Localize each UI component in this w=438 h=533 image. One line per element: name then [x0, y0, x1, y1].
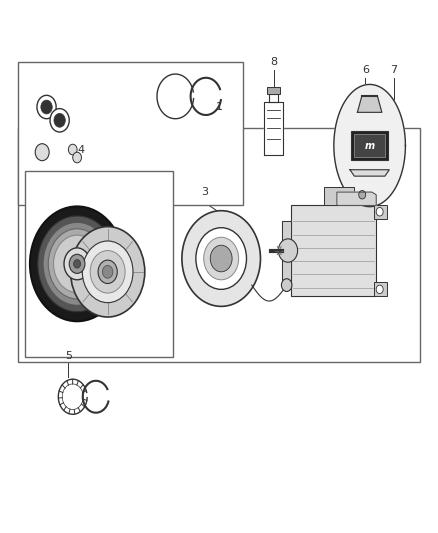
Circle shape: [38, 216, 117, 312]
Circle shape: [279, 239, 297, 262]
Circle shape: [90, 251, 125, 293]
Text: 3: 3: [201, 188, 208, 197]
Circle shape: [41, 100, 52, 114]
Circle shape: [48, 229, 106, 299]
Bar: [374, 282, 387, 296]
Circle shape: [37, 95, 56, 119]
Circle shape: [359, 190, 366, 199]
Circle shape: [282, 279, 292, 292]
Text: 5: 5: [65, 351, 72, 361]
Circle shape: [102, 265, 113, 278]
Text: 6: 6: [362, 65, 369, 75]
Circle shape: [50, 109, 69, 132]
Circle shape: [64, 248, 90, 280]
Circle shape: [73, 152, 81, 163]
Circle shape: [210, 245, 232, 272]
Circle shape: [82, 241, 133, 303]
Bar: [291, 205, 376, 296]
Circle shape: [35, 144, 49, 161]
Bar: [354, 134, 385, 157]
Text: m: m: [364, 141, 374, 150]
Circle shape: [376, 285, 383, 294]
Text: 4: 4: [78, 145, 85, 155]
Circle shape: [43, 222, 111, 305]
Polygon shape: [350, 169, 389, 176]
Text: 2: 2: [89, 219, 96, 229]
Circle shape: [30, 206, 124, 321]
Polygon shape: [337, 192, 376, 205]
Circle shape: [68, 144, 77, 155]
Polygon shape: [357, 96, 382, 112]
Polygon shape: [283, 221, 291, 280]
Text: 8: 8: [270, 57, 277, 67]
Circle shape: [196, 228, 247, 289]
Circle shape: [74, 260, 81, 268]
Bar: [268, 87, 280, 94]
Text: 7: 7: [390, 65, 397, 75]
Bar: [25, 171, 173, 357]
Circle shape: [69, 254, 85, 273]
Polygon shape: [264, 102, 283, 155]
Circle shape: [54, 114, 65, 127]
Bar: [324, 187, 354, 205]
Text: 1: 1: [215, 102, 223, 112]
Circle shape: [376, 207, 383, 216]
Circle shape: [182, 211, 261, 306]
Circle shape: [53, 235, 101, 293]
Polygon shape: [334, 84, 406, 207]
Polygon shape: [269, 94, 278, 102]
Circle shape: [98, 260, 117, 284]
Polygon shape: [125, 123, 149, 150]
Bar: [351, 131, 388, 160]
Bar: [374, 205, 387, 219]
Bar: [18, 128, 420, 362]
Bar: [18, 62, 243, 205]
Circle shape: [71, 227, 145, 317]
Circle shape: [204, 237, 239, 280]
